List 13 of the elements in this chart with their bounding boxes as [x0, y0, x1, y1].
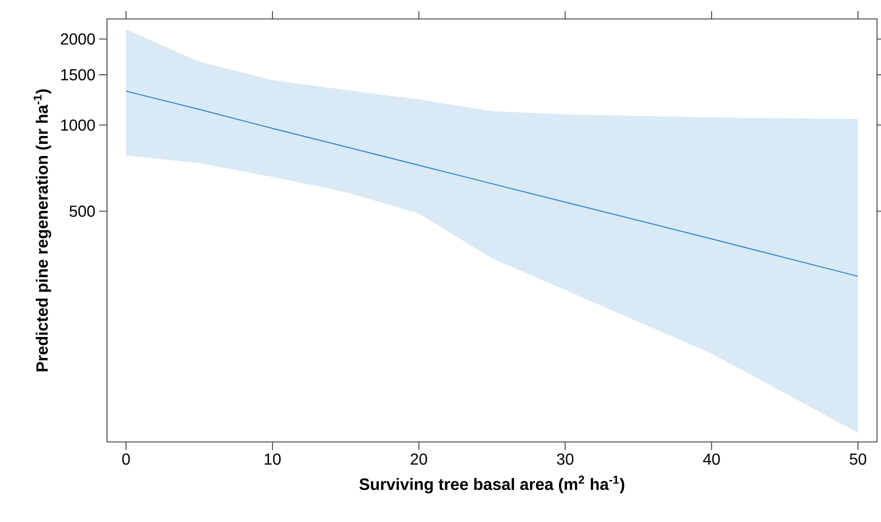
x-tick-label: 10	[264, 453, 281, 465]
x-tick-label: 30	[556, 453, 574, 465]
x-tick-label: 40	[703, 453, 720, 465]
x-tick-label: 20	[410, 453, 428, 465]
y-tick-label: 500	[70, 206, 95, 217]
x-axis-title: Surviving tree basal area (m$^{2}$ ha$^{-1}$)	[359, 476, 624, 494]
line-series	[126, 90, 858, 277]
y-axis-title: Predicted pine regeneration (nr ha$^{-1}$)	[34, 89, 52, 372]
y-tick-label: 1500	[61, 69, 95, 80]
x-tick-label: 50	[850, 453, 866, 465]
x-tick-label: 0	[122, 453, 130, 465]
y-tick-label: 2000	[60, 33, 95, 45]
y-tick-label: 1000	[61, 119, 95, 131]
